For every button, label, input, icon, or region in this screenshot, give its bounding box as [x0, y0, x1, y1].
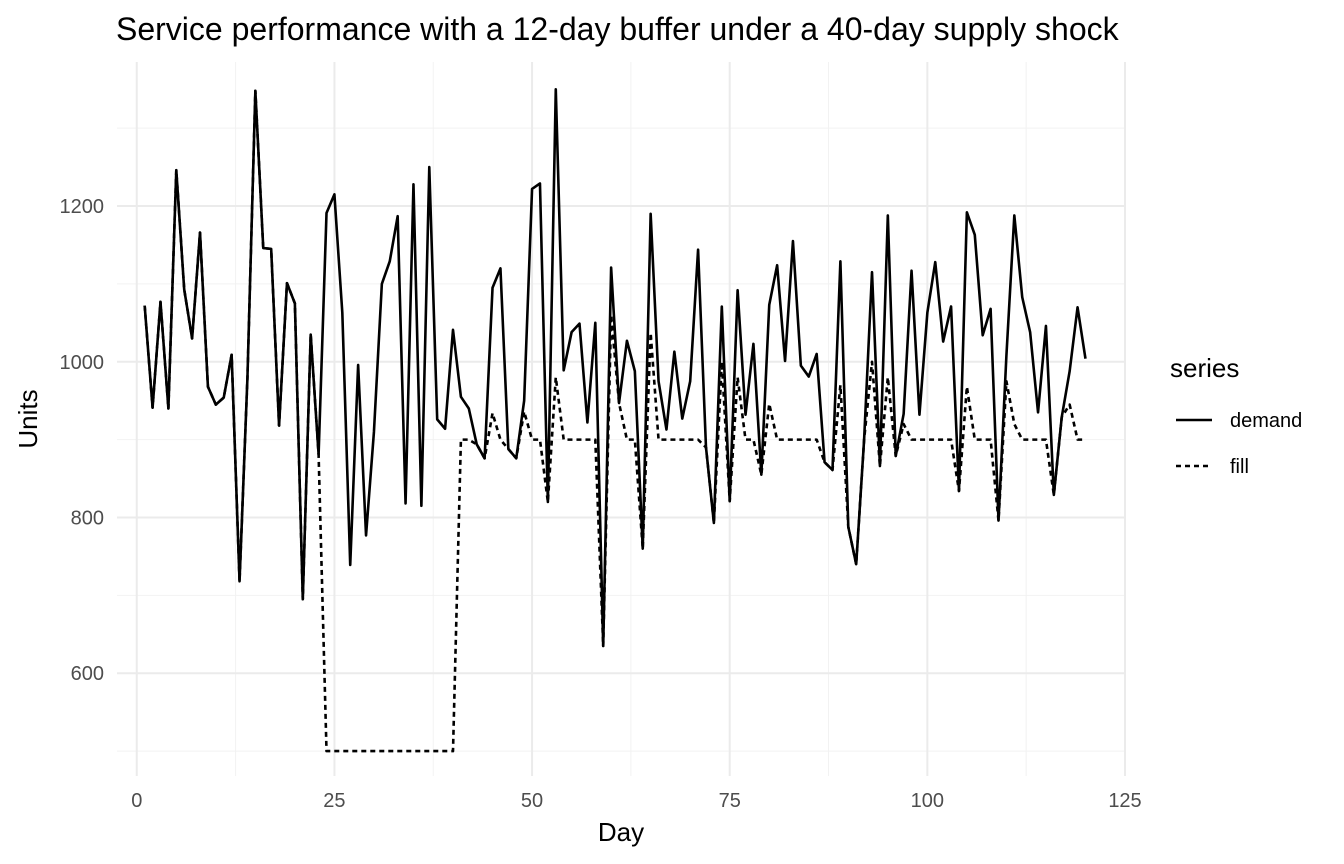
y-tick-label: 1200 [60, 196, 105, 218]
y-tick-labels: 600 800 1000 1200 [60, 196, 105, 685]
x-tick-label: 125 [1108, 790, 1141, 812]
y-tick-label: 600 [71, 663, 104, 685]
x-tick-label: 100 [911, 790, 944, 812]
legend: series demand fill [1170, 353, 1302, 478]
grid [117, 62, 1126, 776]
legend-title: series [1170, 353, 1239, 383]
chart-title: Service performance with a 12-day buffer… [116, 11, 1120, 47]
series-line-demand [143, 87, 1087, 648]
x-tick-labels: 0 25 50 75 100 125 [131, 790, 1141, 812]
x-tick-label: 50 [521, 790, 543, 812]
series-line-fill [143, 89, 1086, 753]
x-axis-title: Day [598, 817, 644, 847]
legend-label-demand: demand [1230, 410, 1302, 432]
y-tick-label: 1000 [60, 352, 105, 374]
legend-label-fill: fill [1230, 456, 1249, 478]
x-tick-label: 75 [719, 790, 741, 812]
y-tick-label: 800 [71, 507, 104, 529]
x-tick-label: 0 [131, 790, 142, 812]
y-axis-title: Units [13, 389, 43, 448]
x-tick-label: 25 [323, 790, 345, 812]
series-lines [143, 87, 1087, 753]
legend-items: demand fill [1176, 410, 1302, 478]
